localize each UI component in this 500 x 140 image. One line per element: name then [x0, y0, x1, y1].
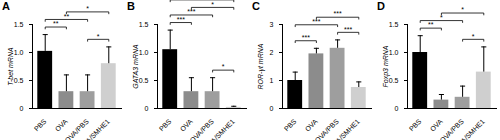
svg-text:1.5: 1.5 — [389, 21, 399, 28]
svg-text:0: 0 — [270, 105, 274, 112]
svg-text:OVA/SMHE1: OVA/SMHE1 — [453, 118, 487, 140]
svg-text:GATA3 mRNA: GATA3 mRNA — [132, 44, 139, 89]
svg-text:0: 0 — [145, 105, 149, 112]
svg-text:***: *** — [198, 0, 206, 1]
svg-text:*: * — [472, 33, 475, 40]
svg-text:PBS: PBS — [283, 117, 298, 132]
svg-text:1: 1 — [270, 77, 274, 84]
html-text:B: B — [127, 0, 135, 12]
svg-text:0: 0 — [395, 105, 399, 112]
svg-text:*: * — [211, 1, 214, 8]
svg-text:OVA/SMHE1: OVA/SMHE1 — [328, 118, 362, 140]
svg-text:*: * — [86, 5, 89, 12]
svg-text:1.0: 1.0 — [389, 49, 399, 56]
svg-text:PBS: PBS — [158, 117, 173, 132]
svg-text:T-bet mRNA: T-bet mRNA — [7, 47, 14, 86]
svg-text:***: *** — [344, 26, 352, 33]
svg-text:3: 3 — [270, 21, 274, 28]
svg-text:*: * — [440, 14, 443, 21]
svg-text:ROR-γt mRNA: ROR-γt mRNA — [257, 43, 265, 89]
svg-text:**: ** — [428, 21, 434, 28]
svg-text:OVA: OVA — [429, 117, 444, 132]
svg-text:***: *** — [302, 34, 310, 41]
svg-text:***: *** — [312, 18, 320, 25]
svg-text:PBS: PBS — [33, 117, 48, 132]
svg-text:**: ** — [53, 20, 59, 27]
svg-text:OVA/SMHE1: OVA/SMHE1 — [203, 118, 237, 140]
svg-text:OVA: OVA — [54, 117, 69, 132]
svg-text:***: *** — [334, 10, 342, 17]
svg-text:*: * — [222, 63, 225, 70]
svg-text:***: *** — [187, 8, 195, 15]
svg-text:0.5: 0.5 — [14, 77, 24, 84]
svg-text:*: * — [461, 6, 464, 13]
svg-text:***: *** — [177, 16, 185, 23]
svg-text:0.5: 0.5 — [139, 77, 149, 84]
svg-text:1.5: 1.5 — [14, 21, 24, 28]
html-text:A: A — [2, 0, 10, 12]
svg-text:1.0: 1.0 — [139, 49, 149, 56]
svg-text:1.0: 1.0 — [14, 49, 24, 56]
html-text:C: C — [252, 0, 260, 12]
svg-text:Foxp3 mRNA: Foxp3 mRNA — [382, 45, 390, 87]
html-text:D: D — [377, 0, 385, 12]
svg-text:0.5: 0.5 — [389, 77, 399, 84]
svg-text:2: 2 — [270, 49, 274, 56]
svg-text:1.5: 1.5 — [139, 21, 149, 28]
svg-text:OVA: OVA — [179, 117, 194, 132]
svg-text:0: 0 — [20, 105, 24, 112]
svg-text:**: ** — [64, 13, 70, 20]
svg-text:OVA: OVA — [304, 117, 319, 132]
svg-text:OVA/SMHE1: OVA/SMHE1 — [78, 118, 112, 140]
svg-text:PBS: PBS — [408, 117, 423, 132]
svg-text:*: * — [97, 33, 100, 40]
